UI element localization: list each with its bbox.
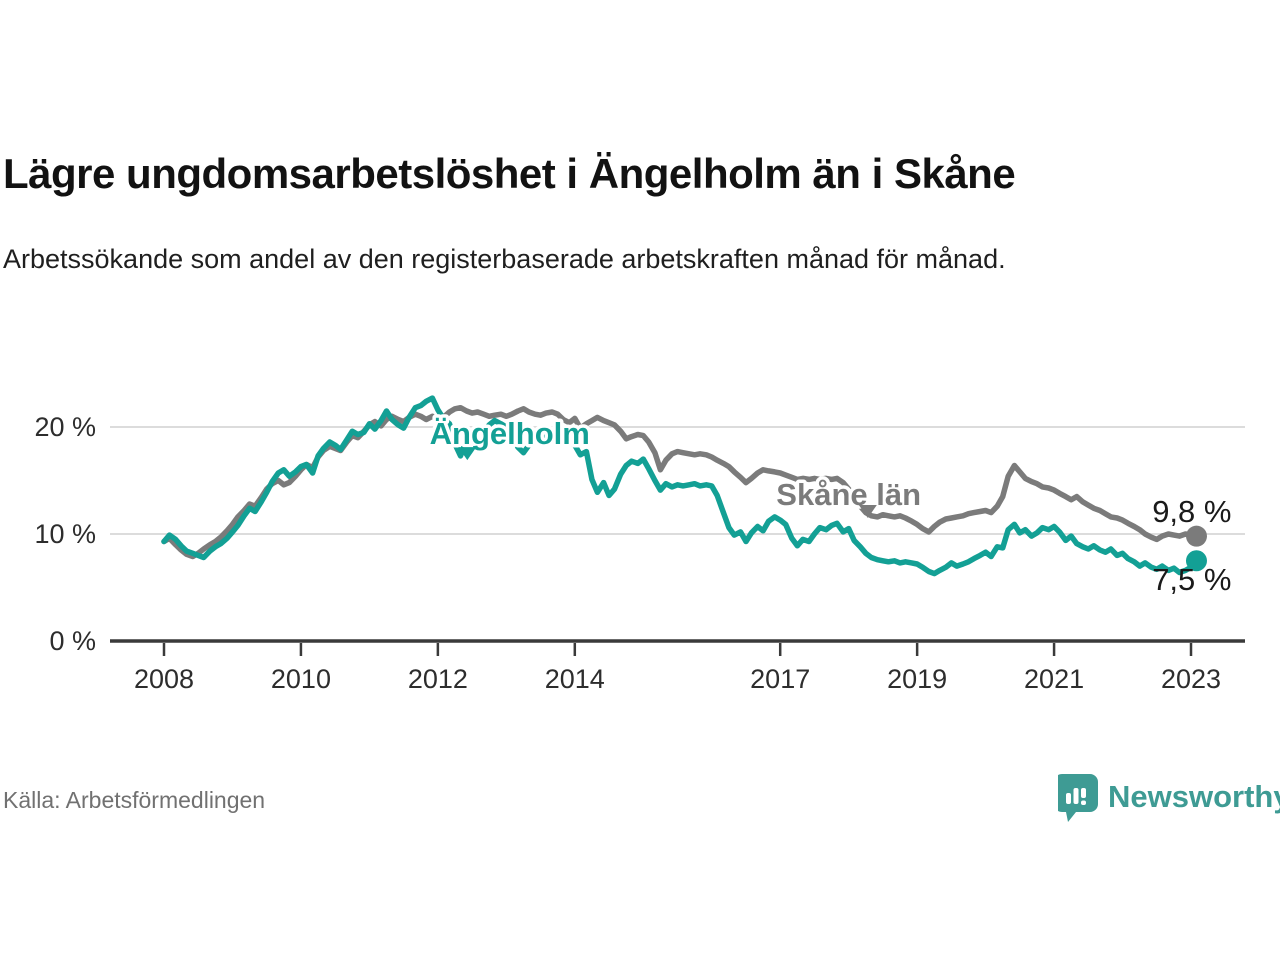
- y-axis-label-10: 10 %: [34, 519, 96, 549]
- newsworthy-logo-icon: [1058, 774, 1098, 822]
- end-dot-skneln: [1185, 525, 1207, 547]
- end-dot-ngelholm: [1185, 550, 1207, 572]
- x-axis-label-2010: 2010: [271, 664, 331, 694]
- series-label-skneln: Skåne län: [776, 477, 921, 512]
- logo-bar-chart-glyph: [1066, 788, 1086, 805]
- x-axis-label-2021: 2021: [1024, 664, 1084, 694]
- series-line-ngelholm: [161, 395, 1200, 577]
- x-axis-label-2019: 2019: [887, 664, 947, 694]
- newsworthy-brand-text: Newsworthy: [1108, 779, 1280, 814]
- series-label-arrow-icon-ngelholm: [458, 447, 477, 461]
- y-axis-label-20: 20 %: [34, 412, 96, 442]
- x-axis-label-2023: 2023: [1161, 664, 1221, 694]
- chart-subtitle: Arbetssökande som andel av den registerb…: [3, 244, 1006, 274]
- x-axis-label-2017: 2017: [750, 664, 810, 694]
- y-axis-label-0: 0 %: [49, 626, 96, 656]
- x-axis-label-2012: 2012: [408, 664, 468, 694]
- end-value-label-skneln: 9,8 %: [1152, 494, 1231, 529]
- series-label-arrow-icon-skneln: [858, 504, 877, 518]
- x-axis-label-2008: 2008: [134, 664, 194, 694]
- chart-title: Lägre ungdomsarbetslöshet i Ängelholm än…: [3, 150, 1016, 197]
- series-label-ngelholm: Ängelholm: [430, 416, 590, 451]
- source-note: Källa: Arbetsförmedlingen: [3, 787, 266, 813]
- x-axis-label-2014: 2014: [545, 664, 605, 694]
- end-value-label-ngelholm: 7,5 %: [1152, 562, 1231, 597]
